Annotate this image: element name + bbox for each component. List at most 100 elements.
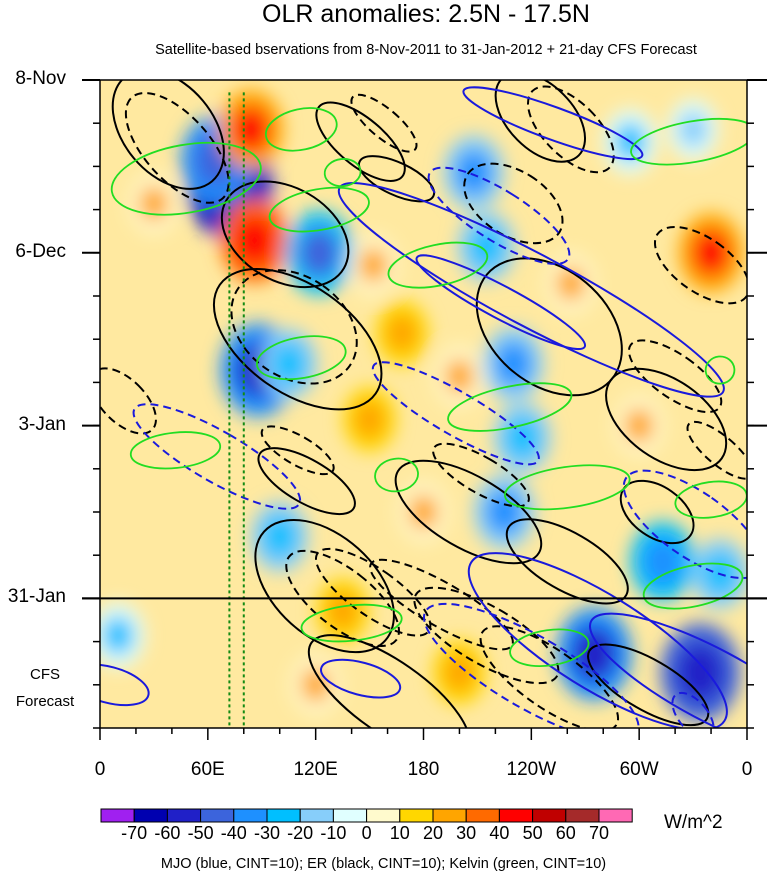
x-tick-label: 60E: [190, 759, 225, 780]
anomaly-blob: [572, 626, 617, 682]
y-tick-label: 31-Jan: [7, 586, 66, 608]
kelvin-contour: [630, 117, 747, 166]
colorbar-label: 40: [489, 823, 510, 843]
reference-lines: [228, 92, 245, 728]
kelvin-contour: [323, 158, 362, 188]
x-tick-label: 60W: [619, 759, 659, 780]
forecast-label-line2: Forecast: [15, 693, 75, 710]
colorbar-swatch: [366, 808, 401, 823]
er-contour: [314, 547, 432, 637]
colorbar-label: 20: [422, 823, 444, 843]
er-contour: [526, 85, 615, 174]
er-contour: [369, 558, 514, 651]
colorbar-swatch: [266, 808, 301, 823]
er-contour: [432, 442, 530, 508]
colorbar-swatch: [399, 808, 434, 823]
kelvin-contour: [129, 431, 222, 470]
y-tick-label: 3-Jan: [18, 413, 66, 435]
axes: [82, 79, 767, 740]
mjo-contour: [320, 658, 402, 699]
anomaly-blob: [272, 343, 306, 385]
er-contour: [463, 162, 564, 245]
kelvin-contour: [447, 382, 573, 432]
colorbar-swatch: [166, 808, 202, 823]
kelvin-contour: [300, 603, 403, 643]
colorbar-swatch: [498, 808, 534, 823]
kelvin-contour: [704, 355, 736, 385]
er-contour: [494, 80, 587, 163]
anomaly-blob: [358, 247, 388, 283]
anomaly-blob: [445, 358, 474, 394]
colorbar-label: -60: [154, 823, 181, 843]
kelvin-contour: [110, 141, 262, 216]
mjo-contour: [415, 254, 587, 351]
x-tick-label: 0: [741, 759, 753, 780]
anomaly-blob: [469, 226, 504, 268]
colorbar: [100, 808, 633, 823]
anomaly-blob: [692, 229, 730, 276]
colorbar-swatch: [598, 808, 633, 823]
er-contour: [100, 367, 157, 435]
er-contour: [413, 586, 560, 685]
anomaly-blob: [327, 591, 359, 630]
anomaly-blob: [443, 653, 475, 692]
mjo-contour: [427, 166, 571, 265]
chart-subtitle: Satellite-based bservations from 8-Nov-2…: [155, 42, 697, 58]
colorbar-swatch: [133, 808, 168, 823]
er-contour: [260, 425, 335, 476]
colorbar-swatch: [332, 808, 368, 823]
anomaly-blob: [232, 106, 270, 153]
colorbar-swatch: [100, 808, 135, 823]
colorbar-label: -30: [253, 823, 280, 843]
kelvin-contour: [504, 464, 631, 511]
colorbar-swatch: [233, 808, 268, 823]
er-contour: [212, 268, 383, 411]
anomaly-blob: [139, 185, 169, 222]
kelvin-contour: [255, 335, 347, 381]
colorbar-label: 70: [588, 823, 610, 843]
kelvin-contour: [264, 107, 338, 152]
er-contour: [357, 155, 436, 203]
er-contour: [254, 518, 395, 654]
er-contour: [230, 269, 358, 385]
anomaly-blob: [495, 342, 532, 386]
colorbar-label: 50: [522, 823, 543, 843]
colorbar-label: 30: [456, 823, 477, 843]
colorbar-swatch: [532, 808, 567, 823]
er-contour: [479, 625, 620, 728]
mjo-contour: [422, 602, 640, 728]
colorbar-label: -10: [320, 823, 347, 843]
contour-layer: [100, 80, 747, 728]
y-tick-label: 6-Dec: [15, 240, 66, 262]
chart-title: OLR anomalies: 2.5N - 17.5N: [262, 0, 590, 28]
x-tick-label: 120E: [293, 759, 338, 780]
er-contour: [307, 634, 471, 728]
colorbar-label: -50: [187, 823, 214, 843]
mjo-contour: [588, 612, 747, 728]
anomaly-blob: [643, 538, 682, 585]
kelvin-contour: [387, 241, 489, 289]
colorbar-label: -70: [121, 823, 148, 843]
kelvin-contour: [268, 186, 370, 233]
anomaly-blob: [354, 400, 386, 439]
y-tick-label: 8-Nov: [15, 68, 66, 89]
anomaly-blob: [624, 408, 654, 444]
er-contour: [627, 339, 723, 414]
kelvin-contour: [642, 562, 744, 610]
colorbar-swatch: [465, 808, 500, 823]
er-contour: [111, 80, 225, 190]
anomaly-blob: [678, 111, 708, 147]
er-contour: [394, 459, 543, 565]
anomaly-blob: [409, 494, 438, 530]
kelvin-contour: [509, 628, 590, 667]
anomaly-blob: [234, 215, 275, 266]
colorbar-label: 60: [555, 823, 576, 843]
er-contour: [220, 180, 350, 289]
er-contour: [686, 420, 747, 480]
er-contour: [350, 93, 418, 153]
anomaly-blob: [456, 150, 492, 195]
anomaly-blob: [299, 228, 340, 278]
mjo-contour: [371, 361, 540, 466]
contour-legend-note: MJO (blue, CINT=10); ER (black, CINT=10)…: [160, 856, 607, 872]
